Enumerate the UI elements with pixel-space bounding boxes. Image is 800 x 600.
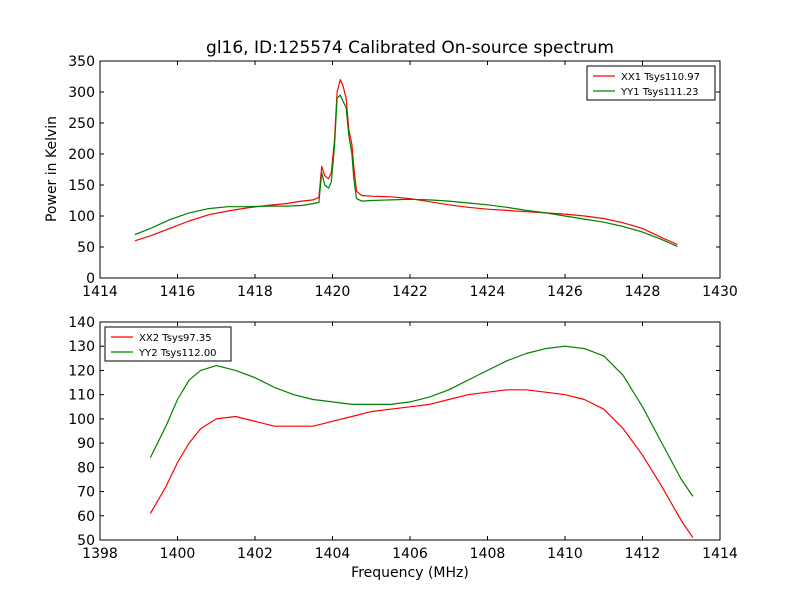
bottom-x-tick-label: 1398 <box>82 546 118 562</box>
top-x-tick-label: 1418 <box>237 284 273 300</box>
top-y-tick-label: 0 <box>86 271 95 287</box>
top-y-tick-label: 350 <box>68 54 95 70</box>
bottom-y-tick-label: 90 <box>77 436 95 452</box>
bottom-x-tick-label: 1408 <box>470 546 506 562</box>
bottom-y-tick-label: 60 <box>77 509 95 525</box>
bottom-y-tick-label: 120 <box>68 363 95 379</box>
top-series-line-2 <box>134 94 678 247</box>
bottom-y-tick-label: 50 <box>77 533 95 549</box>
bottom-series-line-2 <box>149 345 694 497</box>
bottom-x-tick-label: 1406 <box>392 546 428 562</box>
bottom-series-line-1 <box>149 389 694 538</box>
bottom-y-tick-label: 110 <box>68 388 95 404</box>
top-y-tick-label: 200 <box>68 147 95 163</box>
top-chart-legend: XX1 Tsys110.97 YY1 Tsys111.23 <box>586 65 716 101</box>
bottom-x-tick-label: 1402 <box>237 546 273 562</box>
bottom-legend-box <box>104 326 232 362</box>
top-chart-y-axis-label: Power in Kelvin <box>44 116 60 222</box>
bottom-legend-label-1: XX2 Tsys97.35 <box>139 333 212 344</box>
top-x-tick-label: 1430 <box>702 284 738 300</box>
bottom-x-tick-label: 1414 <box>702 546 738 562</box>
top-x-tick-label: 1424 <box>470 284 506 300</box>
bottom-y-tick-label: 140 <box>68 315 95 331</box>
top-x-tick-label: 1414 <box>82 284 118 300</box>
top-chart-title: gl16, ID:125574 Calibrated On-source spe… <box>206 38 614 58</box>
top-chart: 1414 1416 1418 1420 1422 1424 1426 1428 1430 0 50 1… <box>68 54 738 300</box>
top-y-tick-label: 150 <box>68 178 95 194</box>
bottom-y-tick-label: 100 <box>68 412 95 428</box>
top-y-tick-label: 250 <box>68 116 95 132</box>
top-legend-label-1: XX1 Tsys110.97 <box>621 72 700 83</box>
bottom-y-tick-label: 130 <box>68 339 95 355</box>
top-x-tick-label: 1420 <box>315 284 351 300</box>
bottom-x-tick-label: 1400 <box>160 546 196 562</box>
bottom-y-tick-label: 80 <box>77 460 95 476</box>
top-x-tick-label: 1422 <box>392 284 428 300</box>
bottom-chart: 1398 1400 1402 1404 1406 1408 1410 1412 1414 50 60… <box>68 315 738 562</box>
top-x-tick-label: 1416 <box>160 284 196 300</box>
top-legend-label-2: YY1 Tsys111.23 <box>620 87 699 98</box>
top-y-tick-label: 100 <box>68 209 95 225</box>
top-y-tick-label: 300 <box>68 85 95 101</box>
bottom-y-tick-label: 70 <box>77 485 95 501</box>
bottom-x-tick-label: 1410 <box>547 546 583 562</box>
top-x-tick-label: 1428 <box>625 284 661 300</box>
bottom-x-tick-label: 1404 <box>315 546 351 562</box>
top-y-tick-label: 50 <box>77 240 95 256</box>
bottom-chart-x-axis-label: Frequency (MHz) <box>351 565 469 581</box>
top-legend-box <box>586 65 716 101</box>
bottom-x-tick-label: 1412 <box>625 546 661 562</box>
bottom-chart-legend: XX2 Tsys97.35 YY2 Tsys112.00 <box>104 326 232 362</box>
top-x-tick-label: 1426 <box>547 284 583 300</box>
bottom-legend-label-2: YY2 Tsys112.00 <box>138 348 217 359</box>
